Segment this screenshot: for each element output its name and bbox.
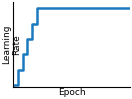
Y-axis label: Learning
Rate: Learning Rate — [2, 25, 22, 64]
X-axis label: Epoch: Epoch — [58, 88, 85, 97]
